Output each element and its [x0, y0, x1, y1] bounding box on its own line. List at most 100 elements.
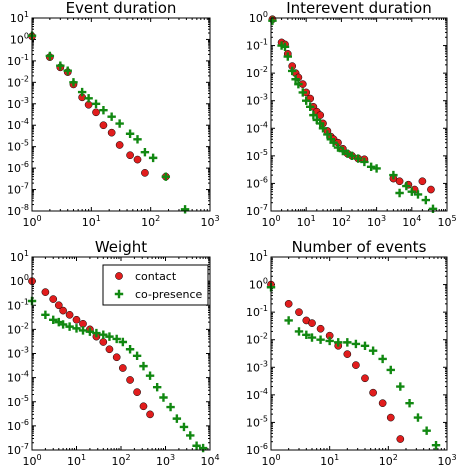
y-tick-label: 10-4: [246, 120, 268, 135]
chart-panel: Weight 100 101 102 103 104 10-7 10-6 10-5 10-4 10-…: [7, 238, 220, 468]
x-tick-label: 103: [200, 214, 219, 229]
contact-point: [352, 361, 360, 369]
co-presence-point: [402, 181, 411, 191]
y-tick-label: 10-5: [246, 148, 268, 163]
y-tick-label: 10-6: [7, 160, 29, 175]
x-tick-label: 102: [332, 214, 351, 229]
plot-frame: [270, 17, 448, 212]
contact-point: [141, 169, 149, 177]
chart-title: Number of events: [292, 238, 427, 256]
co-presence-point: [161, 172, 171, 181]
contact-point: [72, 315, 81, 324]
y-tick-label: 10-8: [7, 203, 29, 218]
y-tick-label: 10-5: [246, 414, 268, 429]
co-presence-point: [145, 371, 155, 380]
contact-point: [118, 364, 127, 372]
co-presence-point: [422, 426, 431, 435]
co-presence-point: [421, 195, 431, 205]
contact-point: [308, 319, 316, 327]
x-tick-label: 100: [22, 214, 41, 229]
co-presence-point: [91, 99, 101, 108]
x-tick-label: 100: [261, 453, 280, 468]
co-presence-point: [372, 164, 381, 173]
legend-co-presence-marker: [114, 289, 124, 299]
y-tick-label: 10-4: [7, 117, 29, 132]
co-presence-point: [351, 339, 361, 349]
co-presence-point: [192, 441, 201, 450]
contact-point: [92, 108, 100, 117]
y-tick-label: 10-3: [7, 346, 29, 361]
co-presence-point: [65, 322, 74, 331]
co-presence-point: [198, 443, 208, 453]
y-tick-label: 10-2: [7, 74, 29, 89]
co-presence-point: [360, 157, 369, 167]
co-presence-point: [268, 16, 277, 25]
co-presence-point: [316, 119, 325, 128]
contact-point: [316, 324, 325, 333]
co-presence-point: [318, 124, 328, 133]
co-presence-point: [298, 88, 307, 97]
co-presence-point: [353, 154, 363, 163]
co-presence-point: [172, 414, 182, 423]
legend-contact-marker: [115, 272, 123, 280]
co-presence-point: [166, 402, 175, 412]
plot-frame: [31, 256, 211, 451]
co-presence-point: [99, 330, 108, 339]
x-tick-label: 102: [141, 214, 160, 229]
co-presence-point: [326, 135, 336, 144]
co-presence-point: [360, 341, 370, 351]
co-presence-point: [118, 337, 128, 347]
contact-point: [107, 128, 116, 137]
co-presence-point: [140, 148, 150, 157]
chart-panel: Number of events 100 101 102 103 10-6 10-5 10-4…: [246, 238, 457, 468]
co-presence-point: [105, 332, 114, 341]
y-tick-label: 10-2: [246, 65, 268, 80]
contact-point: [54, 301, 63, 310]
y-tick-label: 100: [10, 273, 29, 288]
contact-point: [295, 308, 303, 316]
y-tick-label: 100: [249, 277, 268, 292]
y-tick-label: 10-7: [246, 203, 268, 218]
co-presence-point: [112, 334, 121, 344]
co-presence-point: [284, 316, 293, 325]
co-presence-point: [431, 440, 441, 450]
y-tick-label: 10-5: [7, 139, 29, 154]
contact-point: [427, 185, 435, 194]
co-presence-point: [84, 94, 93, 103]
co-presence-point: [92, 328, 101, 338]
co-presence-point: [148, 153, 158, 163]
chart-panel: Event duration 100 101 102 103 10-8 10-7 10-6 10…: [7, 0, 220, 229]
contact-point: [133, 388, 141, 396]
co-presence-point: [316, 335, 325, 344]
contact-point: [284, 299, 293, 308]
co-presence-point: [302, 96, 311, 105]
x-tick-label: 103: [367, 214, 386, 229]
co-presence-point: [72, 324, 81, 333]
co-presence-point: [125, 345, 135, 354]
co-presence-point: [329, 138, 338, 147]
co-presence-point: [186, 431, 195, 440]
y-tick-label: 10-2: [246, 332, 268, 347]
y-tick-label: 10-3: [246, 93, 268, 108]
x-tick-label: 101: [67, 453, 86, 468]
co-presence-point: [343, 149, 352, 158]
co-presence-point: [338, 146, 348, 156]
co-presence-point: [283, 52, 292, 61]
co-presence-point: [378, 354, 387, 364]
co-presence-point: [291, 75, 300, 84]
contact-point: [146, 410, 154, 419]
plot-frame: [270, 256, 448, 451]
y-tick-label: 100: [10, 31, 29, 46]
co-presence-point: [309, 110, 318, 120]
contact-point: [386, 413, 395, 422]
co-presence-point: [132, 351, 142, 361]
co-presence-point: [386, 365, 395, 375]
co-presence-point: [159, 393, 168, 402]
y-tick-label: 10-1: [246, 38, 268, 53]
contact-point: [361, 374, 369, 383]
x-tick-label: 104: [200, 453, 219, 468]
contact-point: [126, 151, 134, 160]
co-presence-point: [307, 333, 317, 342]
co-presence-point: [277, 41, 286, 50]
